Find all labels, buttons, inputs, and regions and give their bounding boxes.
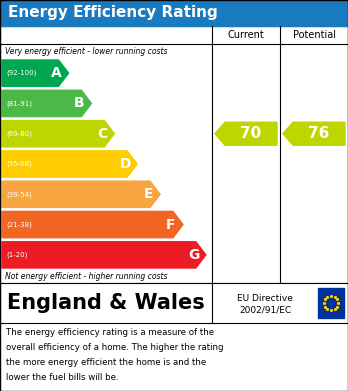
Polygon shape — [2, 120, 114, 147]
Text: (1-20): (1-20) — [6, 251, 27, 258]
Polygon shape — [2, 181, 160, 208]
Text: D: D — [119, 157, 131, 171]
Text: F: F — [166, 217, 176, 231]
Text: Potential: Potential — [293, 30, 335, 40]
Text: the more energy efficient the home is and the: the more energy efficient the home is an… — [6, 358, 206, 367]
Text: C: C — [97, 127, 108, 141]
Text: Not energy efficient - higher running costs: Not energy efficient - higher running co… — [5, 272, 167, 281]
Bar — [318, 288, 344, 318]
Polygon shape — [2, 60, 69, 86]
Polygon shape — [215, 122, 277, 145]
Text: The energy efficiency rating is a measure of the: The energy efficiency rating is a measur… — [6, 328, 214, 337]
Text: (21-38): (21-38) — [6, 221, 32, 228]
Bar — [0, 26, 348, 283]
Text: overall efficiency of a home. The higher the rating: overall efficiency of a home. The higher… — [6, 343, 223, 352]
Text: England & Wales: England & Wales — [7, 293, 205, 313]
Polygon shape — [2, 212, 183, 238]
Text: G: G — [188, 248, 199, 262]
Text: (92-100): (92-100) — [6, 70, 37, 76]
Text: 76: 76 — [308, 126, 330, 141]
Text: Very energy efficient - lower running costs: Very energy efficient - lower running co… — [5, 47, 167, 56]
Text: 70: 70 — [240, 126, 262, 141]
Text: A: A — [51, 66, 62, 80]
Text: E: E — [143, 187, 153, 201]
Text: EU Directive: EU Directive — [237, 294, 293, 303]
Text: B: B — [74, 97, 85, 110]
Text: (39-54): (39-54) — [6, 191, 32, 197]
Text: 2002/91/EC: 2002/91/EC — [239, 305, 291, 314]
Text: (69-80): (69-80) — [6, 131, 32, 137]
Bar — [0, 0, 348, 26]
Polygon shape — [2, 242, 206, 268]
Bar — [0, 283, 348, 323]
Text: Energy Efficiency Rating: Energy Efficiency Rating — [8, 5, 218, 20]
Polygon shape — [283, 122, 345, 145]
Text: (81-91): (81-91) — [6, 100, 32, 107]
Text: lower the fuel bills will be.: lower the fuel bills will be. — [6, 373, 119, 382]
Polygon shape — [2, 151, 137, 177]
Polygon shape — [2, 90, 92, 117]
Text: (55-68): (55-68) — [6, 161, 32, 167]
Text: Current: Current — [228, 30, 264, 40]
